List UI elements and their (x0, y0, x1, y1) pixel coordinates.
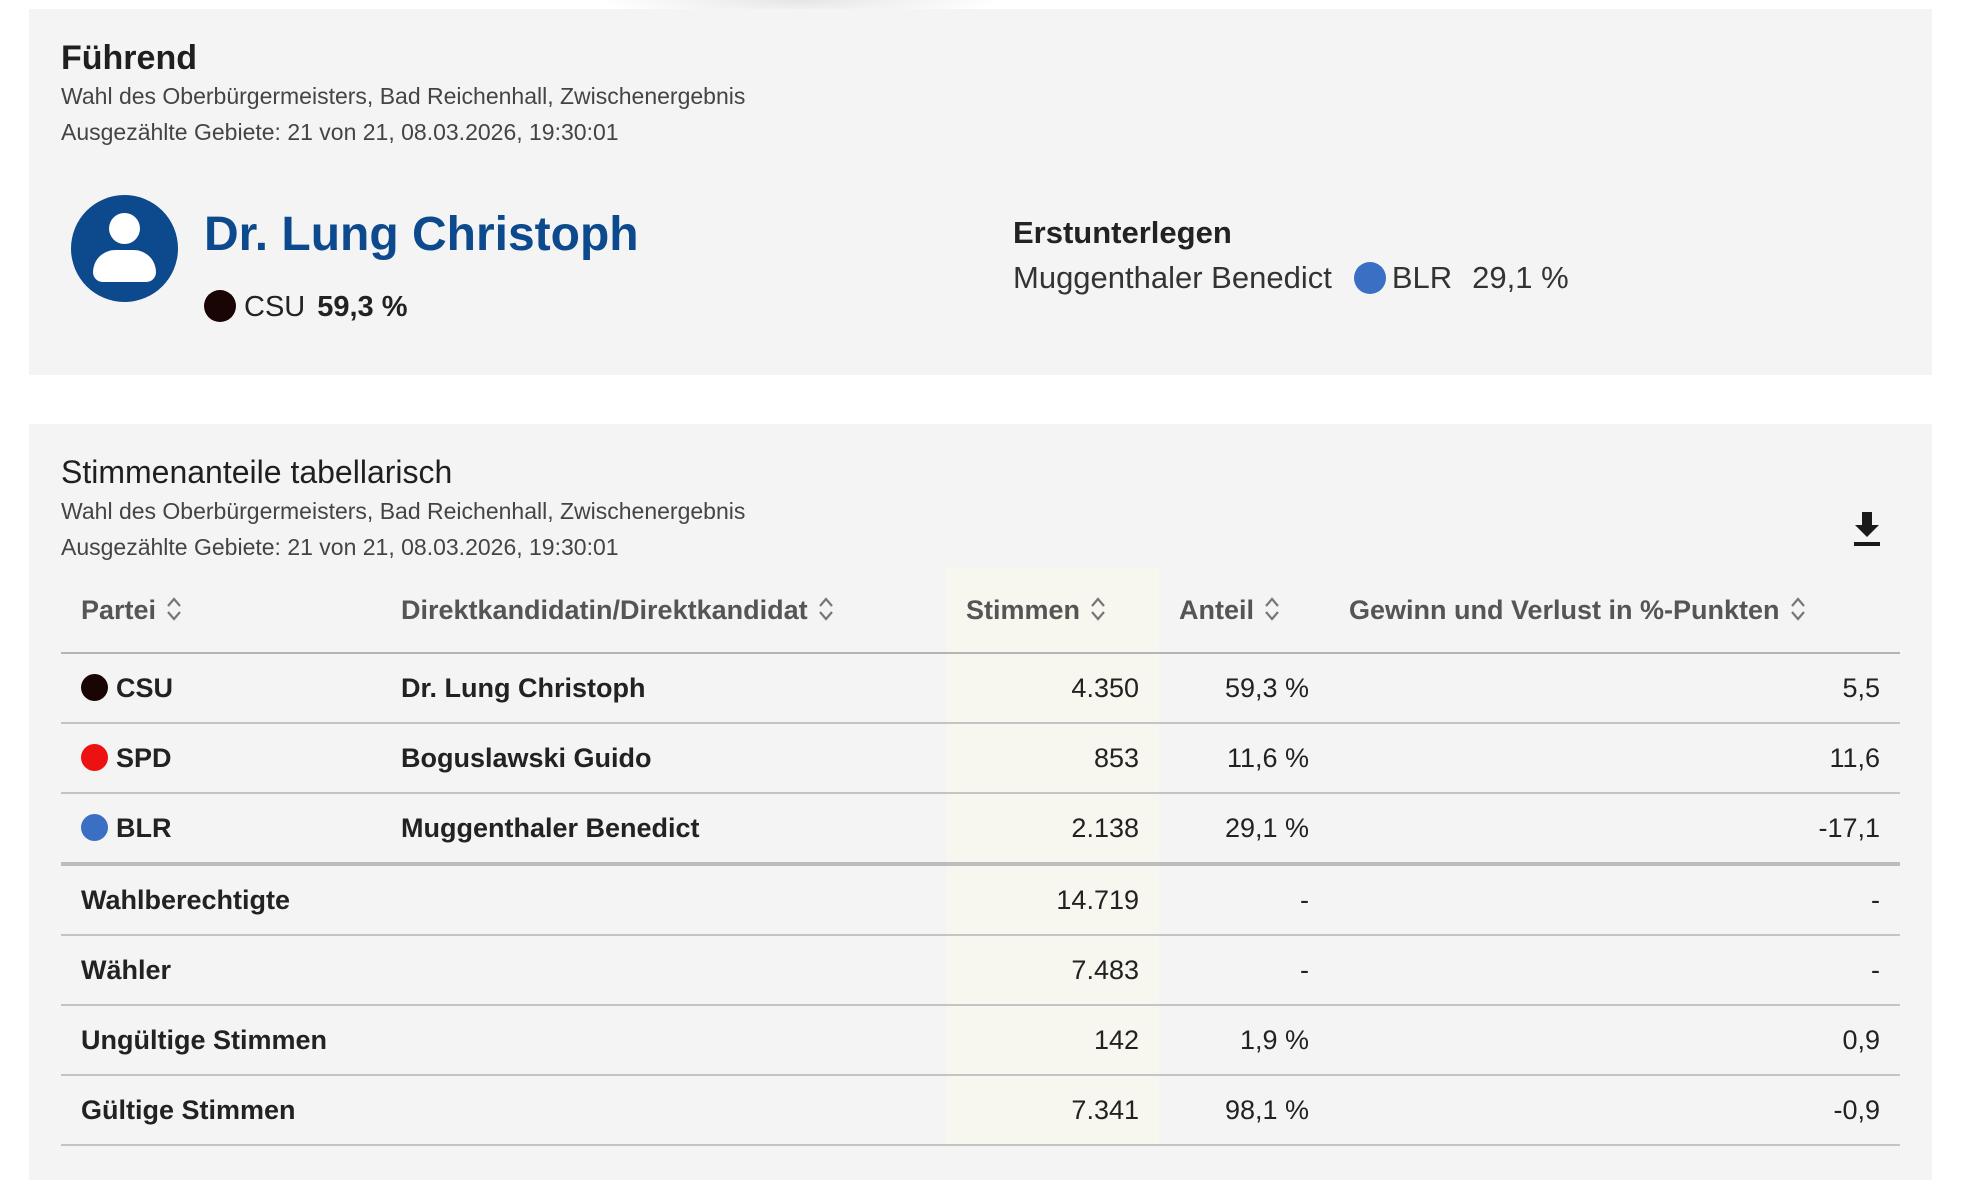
share-cell: 29,1 % (1159, 793, 1329, 865)
party-name: BLR (116, 812, 172, 843)
candidate-cell: Boguslawski Guido (381, 723, 946, 794)
table-row: SPD Boguslawski Guido 853 11,6 % 11,6 (61, 723, 1900, 794)
leading-status: Ausgezählte Gebiete: 21 von 21, 08.03.20… (61, 119, 619, 145)
summary-label: Wähler (61, 935, 946, 1006)
runner-up-label: Erstunterlegen (1013, 215, 1232, 250)
summary-row: Wähler 7.483 - - (61, 935, 1900, 1006)
summary-label: Ungültige Stimmen (61, 1005, 946, 1076)
table-card: Stimmenanteile tabellarisch Wahl des Obe… (29, 424, 1932, 1180)
summary-row: Ungültige Stimmen 142 1,9 % 0,9 (61, 1005, 1900, 1076)
table-title: Stimmenanteile tabellarisch (61, 454, 453, 490)
votes-cell: 142 (946, 1005, 1159, 1076)
party-name: SPD (116, 742, 172, 773)
share-cell: 98,1 % (1159, 1075, 1329, 1146)
share-cell: 1,9 % (1159, 1005, 1329, 1076)
party-cell: CSU (61, 653, 381, 724)
sort-icon[interactable] (166, 596, 182, 622)
column-header-partei[interactable]: Partei (61, 568, 381, 654)
change-cell: -0,9 (1329, 1075, 1900, 1146)
leading-card: Führend Wahl des Oberbürgermeisters, Bad… (29, 9, 1932, 375)
change-cell: -17,1 (1329, 793, 1900, 865)
leading-subtitle: Wahl des Oberbürgermeisters, Bad Reichen… (61, 83, 746, 109)
table-status: Ausgezählte Gebiete: 21 von 21, 08.03.20… (61, 534, 619, 560)
runner-up-name: Muggenthaler Benedict (1013, 260, 1332, 295)
votes-cell: 14.719 (946, 862, 1159, 936)
table-row: CSU Dr. Lung Christoph 4.350 59,3 % 5,5 (61, 653, 1900, 724)
sort-icon[interactable] (1264, 596, 1280, 622)
votes-cell: 2.138 (946, 793, 1159, 865)
share-cell: 11,6 % (1159, 723, 1329, 794)
leader-party-line: CSU 59,3 % (204, 290, 408, 324)
summary-label: Wahlberechtigte (61, 862, 946, 936)
party-color-dot (81, 673, 108, 701)
table-header-row: Partei Direktkandidatin/Direktkandidat S… (61, 568, 1900, 654)
party-cell: BLR (61, 793, 381, 865)
party-cell: SPD (61, 723, 381, 794)
sort-icon[interactable] (818, 596, 834, 622)
change-cell: - (1329, 935, 1900, 1006)
runner-up-line: Muggenthaler Benedict BLR 29,1 % (1013, 260, 1569, 296)
change-cell: - (1329, 862, 1900, 936)
votes-cell: 853 (946, 723, 1159, 794)
change-cell: 5,5 (1329, 653, 1900, 724)
runner-up-percent: 29,1 % (1472, 260, 1569, 295)
candidate-cell: Muggenthaler Benedict (381, 793, 946, 865)
votes-cell: 4.350 (946, 653, 1159, 724)
party-color-dot (1353, 261, 1386, 294)
votes-cell: 7.483 (946, 935, 1159, 1006)
summary-label: Gültige Stimmen (61, 1075, 946, 1146)
column-header-stimmen[interactable]: Stimmen (946, 568, 1159, 654)
avatar-icon (71, 195, 178, 302)
change-cell: 11,6 (1329, 723, 1900, 794)
sort-icon[interactable] (1790, 596, 1806, 622)
party-color-dot (81, 813, 108, 841)
party-color-dot (81, 743, 108, 771)
share-cell: - (1159, 862, 1329, 936)
column-header-gewinn-verlust[interactable]: Gewinn und Verlust in %-Punkten (1329, 568, 1900, 654)
results-table: Partei Direktkandidatin/Direktkandidat S… (61, 568, 1900, 1146)
leader-percent: 59,3 % (317, 291, 408, 323)
share-cell: - (1159, 935, 1329, 1006)
summary-row: Wahlberechtigte 14.719 - - (61, 862, 1900, 936)
party-color-dot (204, 290, 236, 323)
column-header-anteil[interactable]: Anteil (1159, 568, 1329, 654)
download-icon[interactable] (1851, 510, 1883, 548)
leader-party: CSU (244, 291, 306, 323)
leader-name: Dr. Lung Christoph (204, 208, 639, 261)
candidate-cell: Dr. Lung Christoph (381, 653, 946, 724)
column-header-kandidat[interactable]: Direktkandidatin/Direktkandidat (381, 568, 946, 654)
share-cell: 59,3 % (1159, 653, 1329, 724)
table-subtitle: Wahl des Oberbürgermeisters, Bad Reichen… (61, 498, 746, 524)
change-cell: 0,9 (1329, 1005, 1900, 1076)
leading-title: Führend (61, 39, 197, 77)
runner-up-party: BLR (1391, 260, 1453, 295)
party-name: CSU (116, 672, 174, 703)
table-row: BLR Muggenthaler Benedict 2.138 29,1 % -… (61, 793, 1900, 865)
sort-icon[interactable] (1090, 596, 1106, 622)
summary-row: Gültige Stimmen 7.341 98,1 % -0,9 (61, 1075, 1900, 1146)
votes-cell: 7.341 (946, 1075, 1159, 1146)
